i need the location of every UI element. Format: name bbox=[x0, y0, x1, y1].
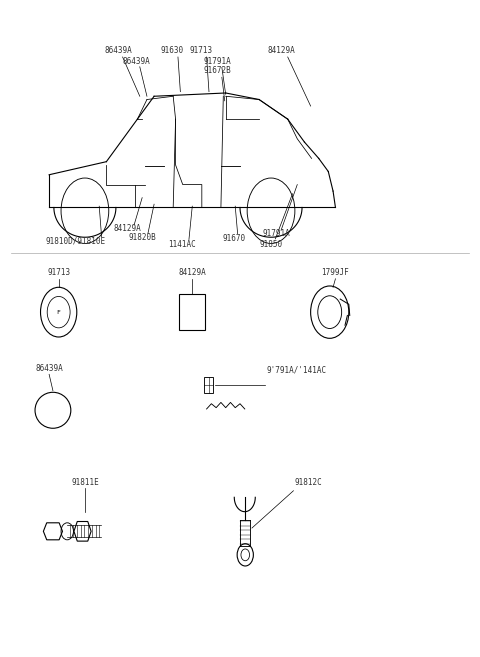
Text: F: F bbox=[56, 309, 60, 315]
Text: 1141AC: 1141AC bbox=[168, 240, 196, 249]
Text: 84129A: 84129A bbox=[114, 224, 142, 233]
Text: 91791A: 91791A bbox=[263, 229, 290, 238]
Text: 9'791A/'141AC: 9'791A/'141AC bbox=[266, 365, 326, 374]
Text: 86439A: 86439A bbox=[122, 57, 150, 66]
Text: 91791A: 91791A bbox=[203, 57, 231, 66]
Text: 91672B: 91672B bbox=[203, 66, 231, 76]
Text: 91713: 91713 bbox=[47, 269, 70, 277]
Text: 84129A: 84129A bbox=[179, 269, 206, 277]
Text: 91811E: 91811E bbox=[71, 478, 99, 487]
Text: 84129A: 84129A bbox=[268, 46, 295, 55]
Text: 91820B: 91820B bbox=[128, 233, 156, 242]
Text: 91630: 91630 bbox=[161, 46, 184, 55]
Text: 91810D/91810E: 91810D/91810E bbox=[45, 237, 106, 246]
Bar bbox=[180, 294, 205, 330]
Text: 86439A: 86439A bbox=[105, 46, 132, 55]
Text: 86439A: 86439A bbox=[35, 364, 63, 373]
Text: 1799JF: 1799JF bbox=[322, 269, 349, 277]
Text: 91850: 91850 bbox=[260, 240, 283, 248]
Text: 91670: 91670 bbox=[223, 235, 246, 243]
Text: 91713: 91713 bbox=[189, 46, 213, 55]
Text: 91812C: 91812C bbox=[295, 478, 323, 487]
